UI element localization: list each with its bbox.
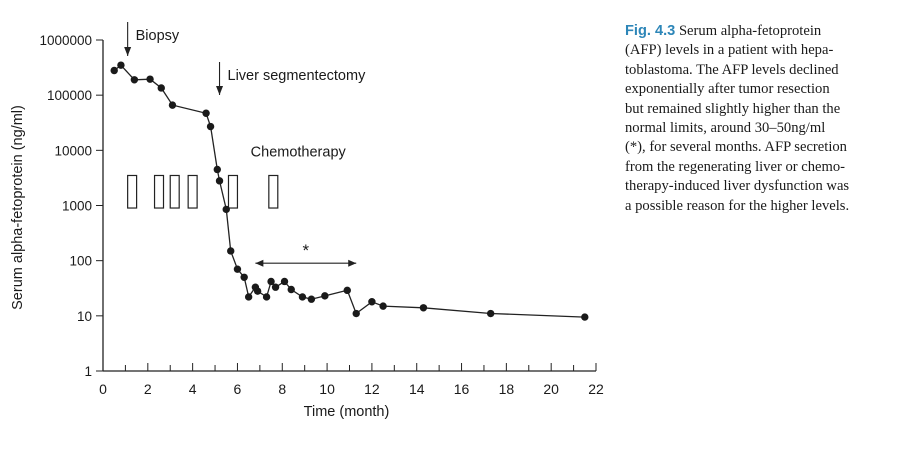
caption-line: toblastoma. The AFP levels declined <box>625 61 839 78</box>
y-tick-label: 10 <box>77 309 92 324</box>
data-point <box>352 309 360 318</box>
x-tick-label: 18 <box>499 381 515 397</box>
x-tick-label: 12 <box>364 381 380 397</box>
x-tick-label: 20 <box>543 381 559 397</box>
chemotherapy-course-bar <box>187 174 198 209</box>
data-point <box>271 283 280 291</box>
data-point <box>287 285 295 294</box>
x-tick-label: 2 <box>144 381 152 397</box>
x-tick-label: 4 <box>189 381 197 397</box>
annotation-label: Biopsy <box>136 28 180 44</box>
annotation-label: Chemotherapy <box>251 145 347 161</box>
caption-line: a possible reason for the higher levels. <box>625 197 850 214</box>
data-point <box>146 75 154 83</box>
afp-series <box>110 61 589 321</box>
annotation-arrow-head <box>216 86 224 95</box>
chart-annotations: Biopsy Liver segmentectomy Chemotherapy * <box>124 22 366 267</box>
caption-line: therapy-induced liver dysfunction was <box>625 178 850 195</box>
chemotherapy-course-bar <box>153 174 165 209</box>
y-tick-label: 100 <box>69 254 92 269</box>
chemotherapy-course-bar <box>227 174 239 209</box>
data-point <box>206 122 215 131</box>
x-tick-label: 22 <box>588 381 604 397</box>
x-tick-label: 16 <box>454 381 470 397</box>
range-arrow-head-left <box>255 259 264 267</box>
annotation-arrow-head <box>124 47 132 56</box>
data-point <box>581 313 589 321</box>
afp-series-line <box>113 64 585 318</box>
data-point <box>213 165 221 174</box>
caption-line: normal limits, around 30–50ng/ml <box>625 120 826 137</box>
chart-axes: 0 2 4 6 8 10 12 14 16 18 20 22 1 10 100 1000 10000 100000… <box>10 33 604 420</box>
y-tick-label: 1 <box>84 364 92 379</box>
caption-line: but remained slightly higher than the <box>625 100 841 117</box>
chemotherapy-course-bar <box>127 174 138 209</box>
data-point <box>244 293 253 301</box>
data-point <box>321 292 329 300</box>
chemotherapy-course-bar <box>268 174 279 209</box>
figure-caption: Fig. 4.3 Serum alpha-fetoprotein (AFP) le… <box>625 22 895 216</box>
data-point <box>240 273 248 281</box>
data-point <box>262 293 271 301</box>
x-axis-label: Time (month) <box>304 404 390 420</box>
x-tick-label: 8 <box>278 381 286 397</box>
caption-line: exponentially after tumor resection <box>625 81 830 98</box>
data-point <box>202 109 210 117</box>
data-point <box>298 293 307 301</box>
data-point <box>222 205 230 214</box>
y-tick-label: 1000000 <box>39 33 92 48</box>
data-point <box>157 84 165 92</box>
data-point <box>117 61 125 69</box>
data-point <box>110 66 118 75</box>
annotation-label: Liver segmentectomy <box>228 68 367 84</box>
x-tick-label: 0 <box>99 381 107 397</box>
y-tick-label: 10000 <box>54 143 92 158</box>
chemotherapy-course-bars <box>127 174 279 209</box>
data-point <box>343 286 351 295</box>
caption-line: Serum alpha-fetoprotein <box>678 23 822 39</box>
data-point <box>486 309 495 318</box>
caption-line: from the regenerating liver or chemo- <box>625 158 846 175</box>
data-point <box>419 304 428 312</box>
chemotherapy-course-bar <box>169 174 180 209</box>
data-point <box>280 277 289 286</box>
range-annotation-label: * <box>302 241 309 260</box>
figure-label: Fig. 4.3 <box>625 23 676 39</box>
caption-line: (AFP) levels in a patient with hepa- <box>625 42 834 59</box>
data-point <box>253 287 262 295</box>
caption-line: (*), for several months. AFP secretion <box>625 139 847 156</box>
data-point <box>307 295 316 303</box>
y-tick-label: 100000 <box>47 88 92 103</box>
figure-caption-text: Serum alpha-fetoprotein (AFP) levels in a… <box>625 23 849 214</box>
data-point <box>368 298 376 306</box>
data-point <box>130 76 139 84</box>
data-point <box>267 277 275 286</box>
data-point <box>168 101 177 109</box>
y-tick-label: 1000 <box>62 199 92 214</box>
x-tick-label: 14 <box>409 381 425 397</box>
data-point <box>379 302 387 310</box>
x-tick-label: 10 <box>319 381 335 397</box>
data-point <box>227 247 235 255</box>
range-arrow-head-right <box>348 259 357 267</box>
data-point <box>233 265 242 273</box>
y-axis-label: Serum alpha-fetoprotein (ng/ml) <box>10 105 26 310</box>
x-tick-label: 6 <box>234 381 242 397</box>
data-point <box>215 177 224 185</box>
